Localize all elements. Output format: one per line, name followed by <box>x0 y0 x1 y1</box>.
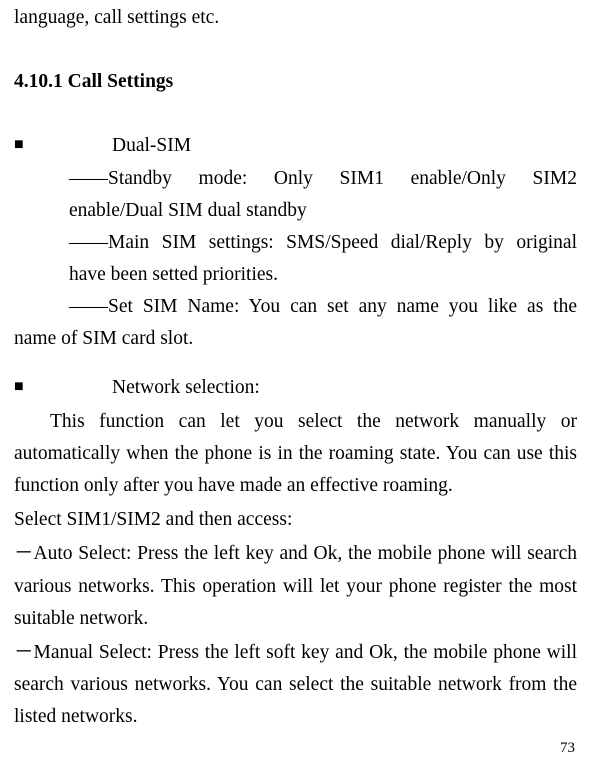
dualsim-mainsim-line1: ――Main SIM settings: SMS/Speed dial/Repl… <box>69 227 577 259</box>
bullet-marker-icon: ■ <box>14 372 32 404</box>
dualsim-mainsim-line2: have been setted priorities. <box>69 259 577 291</box>
bullet-item-network: ■ Network selection: <box>14 372 577 404</box>
network-manual-select: －Manual Select: Press the left soft key … <box>14 637 577 734</box>
network-select-line: Select SIM1/SIM2 and then access: <box>14 504 577 536</box>
bullet-spacer <box>32 130 112 162</box>
document-page: language, call settings etc. 4.10.1 Call… <box>0 2 591 771</box>
page-number: 73 <box>560 736 575 761</box>
bullet-title-dualsim: Dual-SIM <box>112 130 577 162</box>
dualsim-standby-line2: enable/Dual SIM dual standby <box>69 195 577 227</box>
network-auto-select: －Auto Select: Press the left key and Ok,… <box>14 538 577 635</box>
dualsim-mainsim-block: ――Main SIM settings: SMS/Speed dial/Repl… <box>69 227 577 291</box>
dualsim-standby-block: ――Standby mode: Only SIM1 enable/Only SI… <box>69 163 577 227</box>
dualsim-setname-wrap: name of SIM card slot. <box>14 323 577 355</box>
bullet-item-dualsim: ■ Dual-SIM <box>14 130 577 162</box>
network-intro-paragraph: This function can let you select the net… <box>14 406 577 503</box>
bullet-spacer <box>32 372 112 404</box>
bullet-title-network: Network selection: <box>112 372 577 404</box>
top-fragment-text: language, call settings etc. <box>14 2 577 34</box>
section-heading: 4.10.1 Call Settings <box>14 66 577 98</box>
dualsim-standby-line1: ――Standby mode: Only SIM1 enable/Only SI… <box>69 163 577 195</box>
dualsim-setname-line1: ――Set SIM Name: You can set any name you… <box>69 291 577 323</box>
bullet-marker-icon: ■ <box>14 130 32 162</box>
